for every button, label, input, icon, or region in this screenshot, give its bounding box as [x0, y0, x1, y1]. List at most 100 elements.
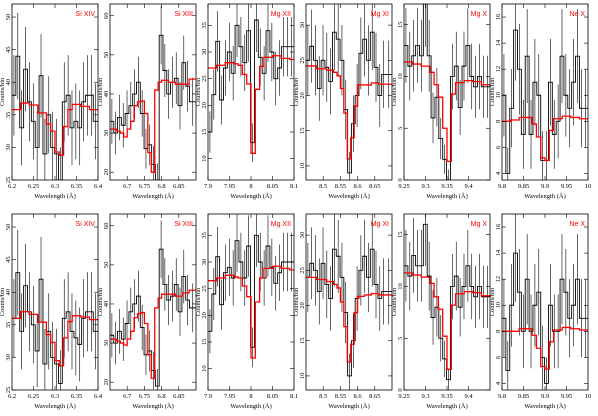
model-curve [306, 276, 392, 363]
plot-area [502, 4, 588, 180]
y-tick-label: 20 [103, 379, 110, 386]
ion-label: Mg X [471, 221, 488, 228]
x-axis-label: Wavelength (Å) [34, 402, 76, 410]
x-tick-label: 9.25 [398, 393, 409, 400]
model-curve [404, 272, 490, 370]
y-tick-label: 10 [299, 163, 306, 170]
y-tick-label: 5 [397, 127, 404, 130]
x-tick-label: 8.55 [335, 183, 346, 190]
plot-area [208, 214, 294, 368]
y-tick-label: 35 [201, 232, 208, 239]
x-tick-label: 6.8 [158, 183, 166, 190]
x-axis-label: Wavelength (Å) [524, 402, 566, 410]
y-tick-label: 0 [397, 388, 404, 391]
y-tick-label: 30 [201, 49, 208, 56]
x-tick-label: 9.8 [498, 183, 506, 190]
x-tick-label: 8.05 [267, 183, 278, 190]
plot-area [404, 214, 490, 390]
x-tick-label: 6.35 [71, 393, 82, 400]
model-curve [110, 289, 196, 379]
x-tick-label: 8.6 [354, 183, 363, 190]
y-tick-label: 25 [201, 285, 208, 292]
y-tick-label: 50 [5, 14, 12, 21]
x-tick-label: 8 [249, 393, 252, 400]
plot-area [306, 4, 392, 180]
y-axis-label: Counts/bin [391, 77, 398, 106]
y-tick-label: 10 [397, 283, 404, 290]
x-tick-label: 9.8 [498, 393, 506, 400]
data-histogram [306, 31, 392, 174]
x-tick-label: 8.55 [335, 393, 346, 400]
y-tick-label: 14 [495, 249, 502, 256]
x-tick-label: 9.95 [561, 183, 572, 190]
x-axis-label: Wavelength (Å) [132, 402, 174, 410]
y-tick-label: 35 [5, 322, 12, 329]
y-tick-label: 10 [397, 73, 404, 80]
plot-area [110, 220, 196, 390]
y-tick-label: 25 [201, 75, 208, 82]
y-tick-label: 25 [5, 387, 12, 394]
ion-label: Mg XI [371, 11, 389, 18]
x-tick-label: 9.4 [464, 393, 473, 400]
model-curve [502, 326, 588, 370]
x-axis-label: Wavelength (Å) [328, 192, 370, 200]
data-histogram [110, 34, 196, 180]
y-tick-label: 40 [103, 301, 110, 308]
ion-label: Ne X [569, 221, 585, 228]
y-tick-label: 15 [201, 339, 208, 346]
data-histogram [110, 248, 196, 387]
y-tick-label: 60 [103, 222, 110, 229]
y-tick-label: 12 [495, 66, 502, 73]
plot-area [110, 6, 196, 180]
y-axis-label: Counts/bin [195, 287, 202, 316]
y-axis-label: Counts/bin [97, 77, 104, 106]
x-tick-label: 8.65 [369, 183, 380, 190]
spectrum-panel: 6.2 6.25 6.3 6.35 6.4 25 30 35 40 45 50 Wavelength … [0, 3, 103, 200]
spectrum-panel: 8.5 8.55 8.6 8.65 10 15 20 25 30 Wavelength (Å) Co… [293, 3, 393, 200]
panel-frame [305, 3, 393, 181]
x-axis-label: Wavelength (Å) [524, 192, 566, 200]
y-axis-label: Counts/bin [0, 287, 6, 316]
spectrum-panel: 7.9 7.95 8 8.05 8.1 10 15 20 25 30 35 Wavelength (Å… [195, 3, 298, 200]
spectrum-panel: 9.8 9.85 9.9 9.95 10 4 6 8 10 12 14 16 Wavelength (Å… [489, 3, 592, 200]
panel-frame [109, 213, 197, 391]
y-tick-label: 45 [5, 256, 12, 263]
y-tick-label: 30 [103, 130, 110, 137]
y-tick-label: 20 [299, 92, 306, 99]
panel-frame [305, 213, 393, 391]
x-tick-label: 10 [585, 183, 592, 190]
x-tick-label: 7.9 [204, 183, 212, 190]
y-tick-label: 15 [397, 231, 404, 238]
model-curve [306, 65, 392, 160]
y-tick-label: 30 [5, 354, 12, 361]
spectrum-panel: 6.7 6.75 6.8 6.85 20 30 40 50 60 Wavelength (Å) Co… [97, 3, 197, 200]
x-tick-label: 6.4 [94, 183, 103, 190]
model-curve [208, 265, 294, 359]
y-tick-label: 20 [103, 169, 110, 176]
x-axis-label: Wavelength (Å) [132, 192, 174, 200]
y-tick-label: 10 [495, 92, 502, 99]
model-curve [12, 102, 98, 156]
plot-area [306, 214, 392, 390]
y-tick-label: 50 [103, 262, 110, 269]
y-tick-label: 14 [495, 39, 502, 46]
x-tick-label: 6.7 [123, 183, 132, 190]
y-tick-label: 6 [495, 145, 502, 149]
x-tick-label: 9.4 [464, 183, 473, 190]
x-tick-label: 6.7 [123, 393, 132, 400]
x-tick-label: 8.65 [369, 393, 380, 400]
y-tick-label: 5 [397, 337, 404, 340]
ion-label: Mg XI [371, 221, 389, 228]
x-axis-label: Wavelength (Å) [426, 192, 468, 200]
spectrum-panel: 9.25 9.3 9.35 9.4 0 5 10 15 Wavelength (Å) Counts… [391, 3, 491, 200]
spectrum-panel: 6.7 6.75 6.8 6.85 20 30 40 50 60 Wavelength (Å) Co… [97, 213, 197, 410]
ion-label: Si XIV [76, 11, 96, 18]
y-axis-label: Counts/bin [391, 287, 398, 316]
spectrum-panel: 8.5 8.55 8.6 8.65 10 15 20 25 30 Wavelength (Å) Co… [293, 213, 393, 410]
y-tick-label: 10 [299, 373, 306, 380]
plot-area [502, 214, 588, 390]
y-tick-label: 15 [299, 127, 306, 134]
x-tick-label: 9.25 [398, 183, 409, 190]
y-tick-label: 45 [5, 46, 12, 53]
x-tick-label: 6.4 [94, 393, 103, 400]
